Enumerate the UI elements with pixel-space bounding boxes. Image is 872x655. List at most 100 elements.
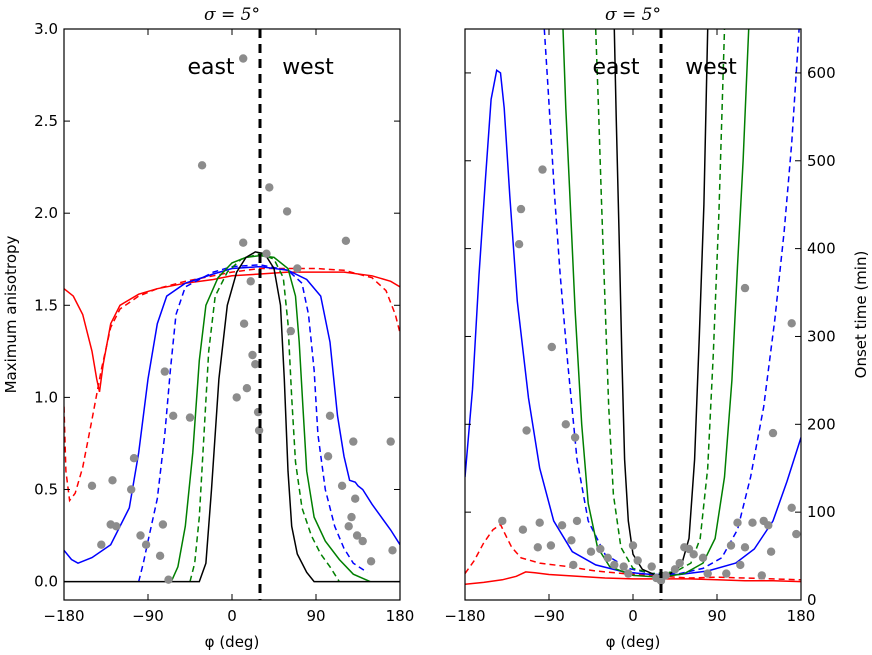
scatter-point xyxy=(787,319,796,328)
scatter-point xyxy=(158,520,168,529)
series-line-1 xyxy=(64,267,400,503)
scatter-point xyxy=(129,454,139,463)
y-tick-label: 0 xyxy=(807,591,817,609)
scatter-point xyxy=(703,569,712,578)
scatter-point xyxy=(239,54,248,63)
scatter-point xyxy=(136,531,145,540)
scatter-point xyxy=(628,541,638,550)
scatter-point xyxy=(358,536,367,546)
plot-area xyxy=(465,29,801,585)
scatter-point xyxy=(141,540,151,549)
x-tick-label: 180 xyxy=(787,607,816,625)
scatter-point xyxy=(610,560,619,570)
scatter-point xyxy=(97,540,106,549)
scatter-point xyxy=(766,547,776,556)
scatter-point xyxy=(87,481,97,490)
scatter-point xyxy=(619,562,628,571)
scatter-point xyxy=(341,236,351,245)
scatter-point xyxy=(160,367,169,376)
scatter-point xyxy=(675,558,684,568)
scatter-point xyxy=(498,516,507,526)
scatter-point xyxy=(232,393,241,402)
scatter-point xyxy=(661,571,670,580)
chart-title: σ = 5° xyxy=(204,5,260,25)
x-axis-label: φ (deg) xyxy=(606,633,661,651)
x-tick-label: −180 xyxy=(43,607,84,625)
scatter-point xyxy=(516,204,526,214)
scatter-point xyxy=(347,512,356,522)
scatter-point xyxy=(286,326,295,336)
series-line-6 xyxy=(613,29,709,577)
scatter-point xyxy=(603,553,612,562)
scatter-point xyxy=(547,342,556,352)
scatter-point xyxy=(670,565,680,574)
region-label-east: east xyxy=(592,55,639,80)
scatter-point xyxy=(570,433,580,442)
left-panel-anisotropy: −180 −90 0 90 180 0.0 0.5 1.0 1.5 2.0 2.5 3.0 φ (deg… xyxy=(2,5,414,651)
series-line-6 xyxy=(64,251,400,583)
scatter-point xyxy=(764,521,773,530)
scatter-point xyxy=(197,161,207,170)
y-axis-label: Onset time (min) xyxy=(852,251,870,379)
scatter-point xyxy=(522,426,531,435)
scatter-point xyxy=(106,520,115,529)
x-axis-label: φ (deg) xyxy=(205,633,260,651)
y-tick-label: 300 xyxy=(807,327,836,345)
scatter-point xyxy=(546,541,556,550)
scatter-point xyxy=(572,516,582,526)
scatter-point xyxy=(164,575,173,584)
scatter-point xyxy=(246,277,255,286)
scatter-point xyxy=(265,183,274,192)
chart-title: σ = 5° xyxy=(605,5,661,25)
y-tick-label: 2.5 xyxy=(34,112,58,130)
plot-area xyxy=(64,54,400,584)
series-line-2 xyxy=(465,69,801,576)
scatter-point xyxy=(748,518,757,527)
scatter-point xyxy=(388,546,397,555)
scatter-point xyxy=(282,207,292,216)
y-tick-label: 0.0 xyxy=(34,573,58,591)
series-line-0 xyxy=(465,571,801,585)
scatter-point xyxy=(337,481,347,490)
region-label-west: west xyxy=(685,55,737,80)
series-line-5 xyxy=(594,29,726,575)
scatter-point xyxy=(647,562,656,571)
x-tick-label: 90 xyxy=(707,607,726,625)
scatter-point xyxy=(535,518,544,527)
x-tick-label: 0 xyxy=(227,607,237,625)
scatter-point xyxy=(787,503,796,512)
scatter-point xyxy=(251,360,260,369)
scatter-point xyxy=(567,536,576,545)
scatter-point xyxy=(344,522,353,531)
scatter-point xyxy=(514,240,524,249)
scatter-point xyxy=(325,411,335,420)
x-tick-label: −90 xyxy=(132,607,164,625)
x-tick-label: 90 xyxy=(306,607,325,625)
scatter-point xyxy=(726,541,736,550)
scatter-point xyxy=(169,411,178,420)
y-tick-label: 100 xyxy=(807,503,836,521)
y-tick-label: 1.5 xyxy=(34,296,58,314)
scatter-point xyxy=(740,283,750,293)
series-line-3 xyxy=(137,264,368,582)
scatter-point xyxy=(557,521,567,530)
scatter-point xyxy=(262,249,271,258)
scatter-point xyxy=(155,551,165,560)
y-tick-label: 3.0 xyxy=(34,20,58,38)
scatter-point xyxy=(293,264,302,273)
scatter-point xyxy=(733,518,742,527)
region-label-east: east xyxy=(187,55,234,80)
scatter-point xyxy=(561,420,570,429)
axes-frame xyxy=(464,28,802,601)
y-tick-label: 0.5 xyxy=(34,480,58,498)
scatter-point xyxy=(624,569,633,578)
scatter-point xyxy=(768,428,778,438)
y-tick-label: 2.0 xyxy=(34,204,58,222)
y-tick-label: 200 xyxy=(807,415,836,433)
scatter-point xyxy=(254,426,264,435)
scatter-point xyxy=(185,413,195,422)
scatter-point xyxy=(596,544,605,554)
series-line-1 xyxy=(465,523,801,581)
scatter-point xyxy=(586,547,596,556)
